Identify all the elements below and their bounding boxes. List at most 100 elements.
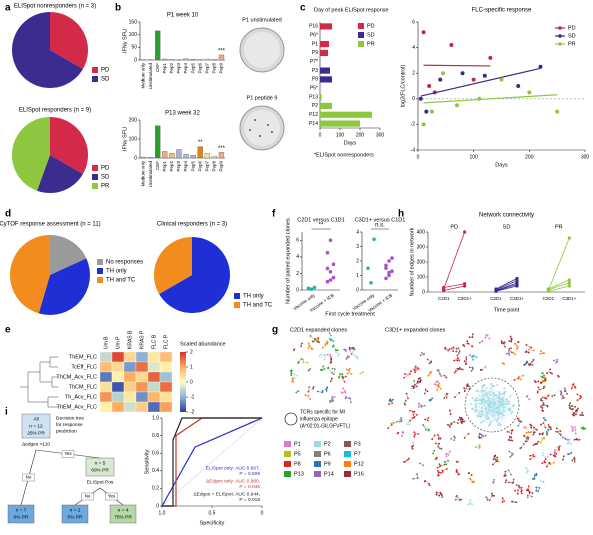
network-node <box>342 387 345 390</box>
network-node <box>309 398 311 400</box>
point <box>372 237 376 242</box>
bar <box>320 93 322 101</box>
network-node <box>514 501 517 504</box>
network-node <box>473 480 475 483</box>
y-tick-label: P7* <box>310 59 318 65</box>
colorbar <box>180 352 186 412</box>
network-node <box>531 492 534 494</box>
x-tick-label: 0 <box>261 510 264 516</box>
network-edge <box>477 384 498 393</box>
legend-label: P16 <box>354 471 364 477</box>
network-node <box>407 397 409 400</box>
network-edge <box>422 424 429 430</box>
roc-curve <box>162 417 262 507</box>
point <box>384 263 388 268</box>
network-node <box>525 467 528 469</box>
point <box>325 279 330 284</box>
y-axis-label: Number of paired expanded clones <box>285 218 291 304</box>
bar <box>140 156 147 159</box>
network-node <box>510 347 513 350</box>
heat-cell <box>135 371 149 383</box>
pie-slice <box>11 12 83 88</box>
y-tick-label: 4 <box>356 229 359 235</box>
network-node <box>498 391 501 394</box>
pie-slice <box>37 155 83 193</box>
legend-label: ΔEdges + ELISpot: AUC 0.944, <box>193 491 260 497</box>
bar <box>320 102 332 110</box>
panel-letter: b <box>115 3 121 14</box>
network-node <box>540 423 543 426</box>
network-node <box>390 400 393 402</box>
network-node <box>293 377 296 380</box>
heat-cell <box>159 381 173 393</box>
group-label: SD <box>503 224 511 230</box>
point <box>429 109 434 114</box>
network-node <box>412 444 415 447</box>
network-node <box>468 336 471 339</box>
network-node <box>552 359 555 362</box>
network-node <box>520 486 523 489</box>
point <box>515 282 519 287</box>
network-edge <box>305 394 311 400</box>
heat-cell <box>159 401 173 413</box>
network-node <box>468 385 471 388</box>
network-node <box>423 392 426 395</box>
edge-label-box <box>61 450 75 458</box>
network-node <box>332 373 335 376</box>
network-node <box>546 372 549 375</box>
network-node <box>497 424 500 427</box>
network-node <box>551 372 553 375</box>
point <box>441 71 446 76</box>
network-edge <box>310 335 316 340</box>
node-text: 0% PR <box>14 514 29 520</box>
network-edge <box>479 412 502 417</box>
point <box>555 109 560 114</box>
annotation: n.s. <box>375 223 385 229</box>
y-tick-label: 1 <box>356 273 359 279</box>
network-node <box>545 465 548 468</box>
point <box>427 84 432 88</box>
x-tick-label: Pep3 <box>176 63 181 74</box>
tree-node <box>109 504 137 524</box>
network-node <box>511 410 514 413</box>
network-node <box>540 398 542 400</box>
network-node <box>471 407 474 410</box>
point <box>515 276 519 281</box>
network-node <box>504 345 506 348</box>
network-node <box>458 416 461 419</box>
bar <box>320 67 330 74</box>
y-tick-label: P3 <box>312 68 318 74</box>
network-node <box>440 471 442 474</box>
heat-cell <box>147 391 161 403</box>
note-icon <box>284 412 298 426</box>
network-node <box>539 441 542 444</box>
network-edge <box>479 394 491 405</box>
x-tick-label: Pep5 <box>190 161 195 172</box>
legend-label: SD <box>101 175 110 181</box>
network-node <box>453 439 456 442</box>
network-edge <box>542 458 546 464</box>
legend-swatch <box>97 277 103 283</box>
network-node <box>439 387 442 390</box>
network-node <box>406 458 409 461</box>
network-node <box>478 412 481 415</box>
legend-label: SD <box>568 33 576 39</box>
network-node <box>528 348 531 351</box>
point <box>463 284 467 288</box>
x-tick-label: 300 <box>376 132 385 138</box>
network-edge <box>403 373 411 378</box>
legend-label: P = 0.509 <box>239 471 260 477</box>
network-node <box>544 377 547 380</box>
annotation: ** <box>198 140 203 146</box>
network-edge <box>479 398 507 414</box>
network-node <box>547 394 550 397</box>
point <box>463 230 467 234</box>
heat-cell <box>111 401 125 413</box>
network-node <box>512 404 515 407</box>
pair-line <box>548 279 570 290</box>
network-title: C3D1+ expanded clones <box>385 327 446 333</box>
network-node <box>496 384 499 387</box>
network-node <box>443 397 446 400</box>
panel-letter: e <box>5 325 11 336</box>
point <box>384 276 388 281</box>
